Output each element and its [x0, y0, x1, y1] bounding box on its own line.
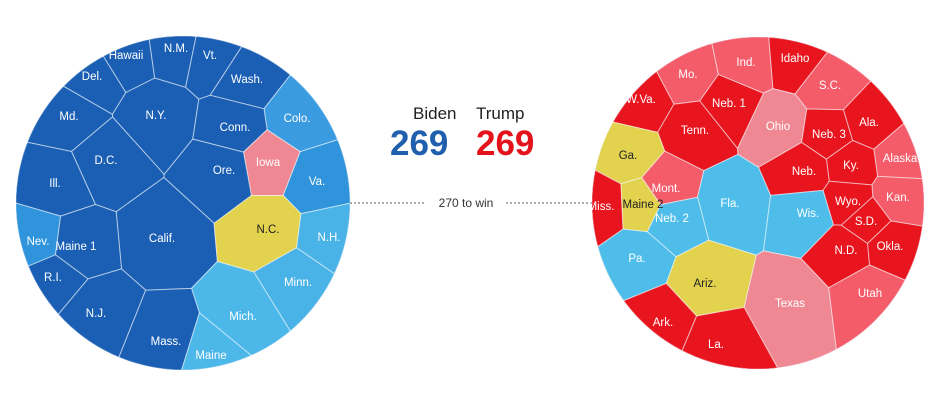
- state-label-va: Va.: [309, 176, 325, 188]
- state-label-ga: Ga.: [619, 150, 638, 162]
- state-label-miss: Miss.: [588, 201, 615, 213]
- state-label-n-c: N.C.: [257, 224, 280, 236]
- state-label-iowa: Iowa: [256, 157, 281, 169]
- state-label-r-i: R.I.: [44, 272, 62, 284]
- trump-label: Trump: [476, 104, 525, 123]
- state-label-calif: Calif.: [149, 233, 175, 245]
- state-label-ohio: Ohio: [766, 121, 790, 133]
- state-label-mont: Mont.: [652, 183, 681, 195]
- state-label-d-c: D.C.: [95, 155, 118, 167]
- state-label-maine-2: Maine 2: [623, 199, 664, 211]
- state-label-fla: Fla.: [720, 198, 739, 210]
- state-label-maine-1: Maine 1: [56, 241, 97, 253]
- trump-circle-labels: Idaho Mo. Ind. S.C. W.Va. Neb. 1 Ohio Tenn. Neb.…: [588, 53, 918, 351]
- state-label-mo: Mo.: [678, 69, 697, 81]
- state-label-okla: Okla.: [877, 241, 904, 253]
- state-label-ky: Ky.: [843, 160, 859, 172]
- state-label-ind: Ind.: [736, 57, 755, 69]
- state-label-n-y: N.Y.: [146, 110, 167, 122]
- state-label-texas: Texas: [775, 298, 805, 310]
- state-label-s-c: S.C.: [819, 80, 841, 92]
- state-label-minn: Minn.: [284, 277, 312, 289]
- state-cell-w-va: [592, 37, 675, 133]
- state-label-conn: Conn.: [220, 122, 251, 134]
- state-label-wash: Wash.: [231, 74, 263, 86]
- state-label-n-h: N.H.: [318, 232, 341, 244]
- state-label-del: Del.: [82, 71, 102, 83]
- state-label-vt: Vt.: [203, 50, 217, 62]
- state-label-ore: Ore.: [213, 165, 235, 177]
- state-label-neb-1: Neb. 1: [712, 98, 746, 110]
- biden-label: Biden: [413, 104, 457, 123]
- state-label-ariz: Ariz.: [694, 278, 717, 290]
- state-label-nev: Nev.: [27, 236, 50, 248]
- state-label-la: La.: [708, 339, 724, 351]
- biden-votes: 269: [390, 124, 449, 163]
- state-label-n-m: N.M.: [164, 43, 188, 55]
- biden-circle: [16, 36, 350, 370]
- state-label-pa: Pa.: [628, 253, 645, 265]
- state-label-alaska: Alaska: [883, 153, 918, 165]
- state-label-ala: Ala.: [859, 117, 879, 129]
- state-label-kan: Kan.: [886, 192, 910, 204]
- state-label-tenn: Tenn.: [681, 125, 709, 137]
- state-label-md: Md.: [59, 111, 78, 123]
- threshold-label: 270 to win: [426, 196, 506, 210]
- state-label-n-j: N.J.: [86, 308, 106, 320]
- trump-votes: 269: [476, 124, 535, 163]
- state-label-mass: Mass.: [151, 336, 182, 348]
- state-label-wyo: Wyo.: [835, 196, 861, 208]
- biden-circle-labels: Hawaii N.M. Vt. Del. Wash. Md. N.Y. Colo. Conn. D…: [27, 43, 341, 362]
- state-label-maine: Maine: [195, 350, 226, 362]
- state-label-ark: Ark.: [653, 317, 673, 329]
- state-label-neb-3: Neb. 3: [812, 129, 846, 141]
- state-label-ill: Ill.: [49, 178, 61, 190]
- state-label-utah: Utah: [858, 288, 882, 300]
- state-label-idaho: Idaho: [781, 53, 810, 65]
- state-label-neb: Neb.: [792, 166, 816, 178]
- state-label-hawaii: Hawaii: [109, 50, 144, 62]
- state-label-neb-2: Neb. 2: [655, 213, 689, 225]
- state-label-s-d: S.D.: [855, 216, 877, 228]
- state-cell-la: [672, 306, 781, 369]
- state-label-w-va: W.Va.: [626, 94, 656, 106]
- state-label-colo: Colo.: [284, 113, 311, 125]
- state-label-n-d: N.D.: [835, 245, 858, 257]
- state-label-wis: Wis.: [797, 208, 819, 220]
- state-label-mich: Mich.: [229, 311, 256, 323]
